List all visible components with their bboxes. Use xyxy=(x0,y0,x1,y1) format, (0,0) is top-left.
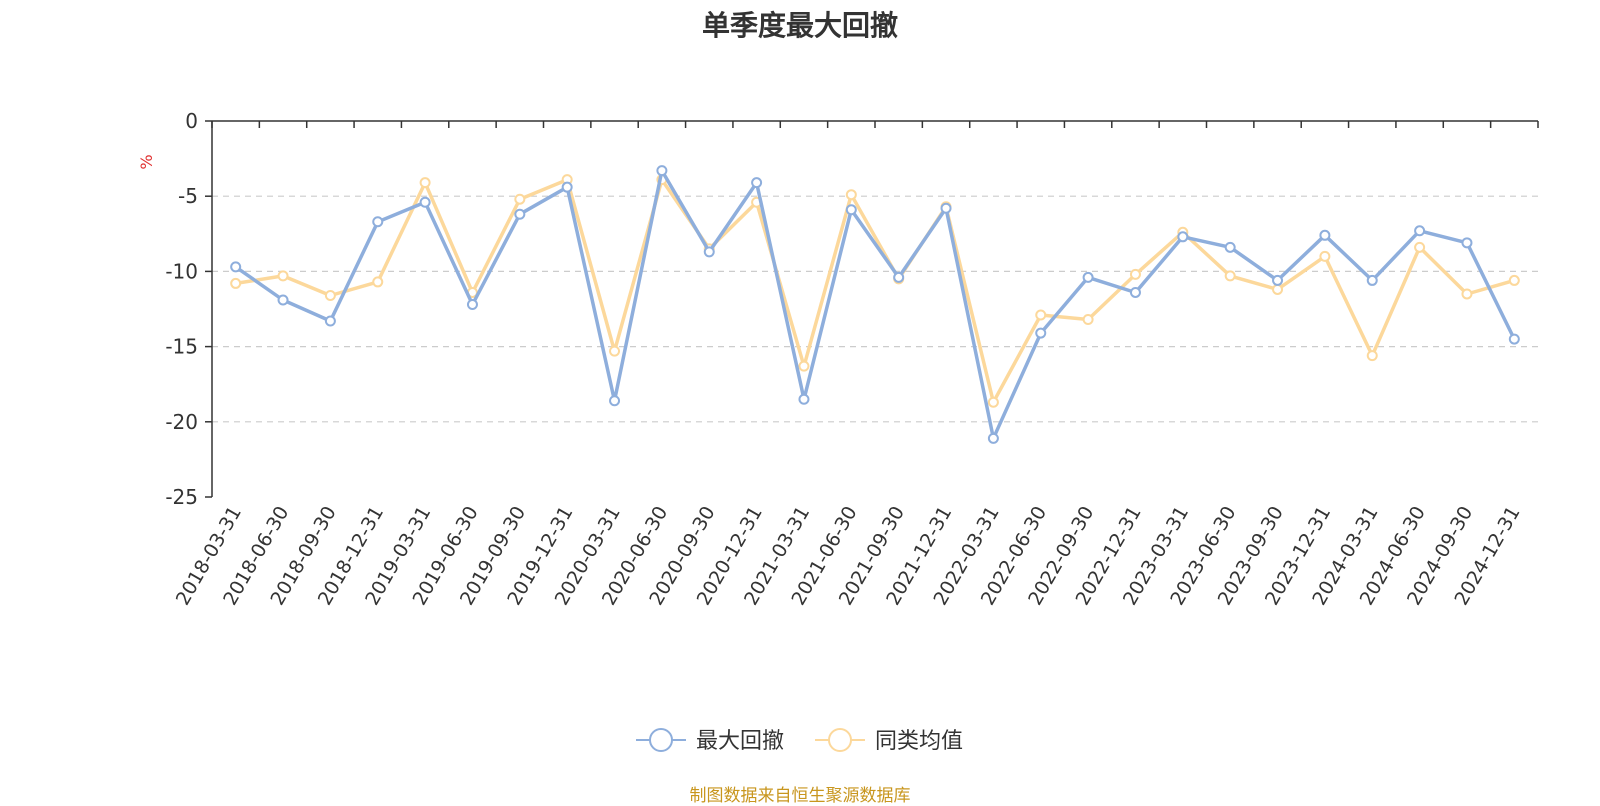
y-axis-unit-label: % xyxy=(137,154,156,169)
data-point xyxy=(1414,225,1426,237)
data-point xyxy=(845,189,857,201)
legend-label: 同类均值 xyxy=(875,729,963,754)
data-point xyxy=(940,202,952,214)
data-point xyxy=(609,345,621,357)
data-point xyxy=(324,289,336,301)
data-point xyxy=(798,360,810,372)
y-tick-label: 0 xyxy=(185,109,198,133)
data-point xyxy=(372,276,384,288)
data-point xyxy=(656,165,668,177)
data-point xyxy=(1082,271,1094,283)
data-point xyxy=(1272,283,1284,295)
data-point xyxy=(845,204,857,216)
data-point xyxy=(1129,286,1141,298)
data-point xyxy=(609,395,621,407)
data-point xyxy=(1508,333,1520,345)
data-point xyxy=(751,177,763,189)
data-point xyxy=(1319,250,1331,262)
data-point xyxy=(230,261,242,273)
data-point xyxy=(324,315,336,327)
data-point xyxy=(1177,231,1189,243)
y-tick-label: -15 xyxy=(165,335,198,359)
series-line xyxy=(235,177,1515,404)
data-point xyxy=(1224,241,1236,253)
data-point xyxy=(1414,241,1426,253)
data-point xyxy=(798,393,810,405)
data-point xyxy=(1319,229,1331,241)
data-point xyxy=(1366,350,1378,362)
data-point xyxy=(703,246,715,258)
data-point xyxy=(372,216,384,228)
legend-marker xyxy=(649,728,673,752)
chart-title: 单季度最大回撤 xyxy=(701,9,898,42)
y-tick-label: -25 xyxy=(165,485,198,509)
legend-item: 同类均值 xyxy=(815,728,963,754)
data-point xyxy=(514,193,526,205)
x-tick-labels: 2018-03-312018-06-302018-09-302018-12-31… xyxy=(172,502,1525,609)
data-point xyxy=(987,396,999,408)
data-point xyxy=(277,270,289,282)
series-2 xyxy=(230,174,1520,408)
data-point xyxy=(419,196,431,208)
data-point xyxy=(1129,268,1141,280)
data-point xyxy=(1508,274,1520,286)
y-tick-label: -10 xyxy=(165,259,198,283)
data-point xyxy=(466,298,478,310)
legend-label: 最大回撤 xyxy=(696,729,784,754)
source-note: 制图数据来自恒生聚源数据库 xyxy=(689,786,911,806)
data-point xyxy=(1035,327,1047,339)
data-point xyxy=(514,208,526,220)
series-group xyxy=(230,165,1520,444)
data-point xyxy=(419,177,431,189)
grid-lines xyxy=(212,195,1538,423)
y-tick-labels: 0 -5 -10 -15 -20 -25 xyxy=(165,109,198,509)
data-point xyxy=(1366,274,1378,286)
data-point xyxy=(893,271,905,283)
series-line xyxy=(234,168,1516,441)
data-point xyxy=(561,181,573,193)
data-point xyxy=(1082,314,1094,326)
data-point xyxy=(1035,309,1047,321)
legend-marker xyxy=(828,728,852,752)
data-point xyxy=(277,294,289,306)
series-1 xyxy=(230,165,1520,444)
legend: 最大回撤 同类均值 xyxy=(636,728,963,754)
data-point xyxy=(1461,237,1473,249)
data-point xyxy=(987,432,999,444)
data-point xyxy=(230,277,242,289)
axes xyxy=(205,120,1539,498)
data-point xyxy=(1461,288,1473,300)
data-point xyxy=(1224,270,1236,282)
data-point xyxy=(1272,274,1284,286)
y-tick-label: -20 xyxy=(165,410,198,434)
y-tick-label: -5 xyxy=(178,184,198,208)
legend-item: 最大回撤 xyxy=(636,728,784,754)
